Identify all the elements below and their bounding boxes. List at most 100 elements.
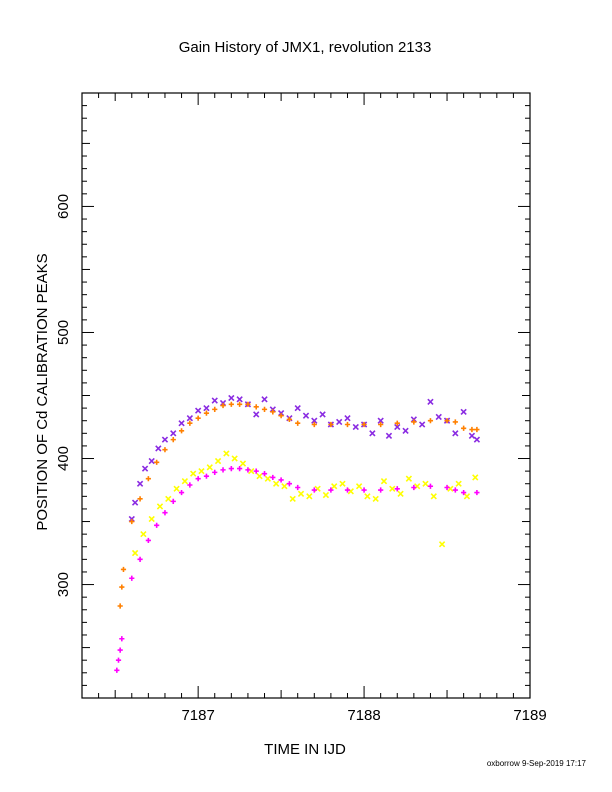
data-point: [473, 436, 481, 443]
data-point: [394, 423, 401, 431]
data-point: [336, 418, 343, 426]
data-point: [228, 401, 234, 407]
data-point: [203, 410, 210, 416]
data-point: [452, 419, 458, 425]
data-point: [162, 447, 168, 453]
data-point: [245, 401, 251, 407]
data-point: [286, 481, 293, 487]
data-point: [145, 537, 151, 544]
data-point: [461, 425, 467, 431]
data-point: [328, 421, 334, 428]
data-point: [444, 418, 450, 424]
data-point: [402, 427, 409, 434]
data-point: [427, 398, 434, 405]
data-point: [206, 464, 213, 471]
data-point: [165, 495, 172, 503]
data-point: [156, 503, 164, 510]
data-point: [115, 657, 122, 663]
data-point: [198, 467, 205, 475]
data-point: [194, 407, 202, 414]
data-point: [272, 480, 280, 487]
data-point: [236, 396, 243, 403]
data-point: [261, 396, 268, 403]
data-point: [155, 445, 162, 452]
data-point: [306, 493, 313, 500]
data-point: [438, 541, 446, 548]
y-tick-label: 500: [55, 320, 72, 345]
data-point: [385, 432, 393, 439]
x-tick-label: 7188: [347, 707, 380, 724]
data-point: [286, 416, 293, 423]
data-point: [311, 421, 317, 428]
data-point: [212, 469, 218, 475]
data-point: [162, 510, 168, 516]
data-point: [195, 415, 201, 421]
x-tick-label: 7189: [513, 707, 546, 724]
data-point: [427, 483, 434, 489]
data-point: [472, 474, 479, 481]
data-point: [203, 473, 210, 479]
data-point: [178, 428, 185, 434]
data-point: [256, 473, 263, 480]
data-point: [452, 430, 459, 437]
data-point: [140, 530, 147, 538]
data-point: [444, 484, 450, 491]
data-point: [468, 432, 476, 439]
data-point: [361, 487, 367, 493]
data-point: [430, 493, 437, 500]
data-point: [212, 406, 218, 412]
data-point: [294, 404, 301, 412]
data-point: [344, 487, 351, 493]
data-point: [211, 397, 218, 404]
data-point: [411, 484, 417, 491]
data-point: [311, 487, 317, 493]
data-point: [461, 489, 467, 496]
data-point: [418, 421, 426, 428]
data-point: [161, 436, 169, 443]
data-point: [237, 401, 243, 407]
data-point: [452, 487, 458, 493]
data-point: [190, 470, 197, 477]
series-3: [131, 450, 479, 557]
data-point: [131, 499, 139, 506]
y-tick-label: 400: [55, 446, 72, 471]
data-point: [120, 566, 127, 573]
data-point: [261, 406, 268, 412]
data-point: [117, 647, 123, 653]
data-point: [253, 404, 259, 410]
data-point: [377, 417, 384, 424]
data-point: [302, 412, 310, 419]
data-point: [405, 475, 413, 482]
data-point: [455, 480, 462, 487]
data-point: [178, 420, 185, 427]
data-point: [223, 450, 230, 457]
data-point: [170, 430, 177, 437]
data-point: [129, 518, 135, 525]
data-point: [117, 603, 123, 609]
data-point: [378, 421, 384, 428]
plot-frame: [81, 92, 531, 699]
data-point: [319, 411, 326, 418]
data-point: [469, 426, 475, 433]
data-point: [422, 480, 429, 487]
data-point: [203, 404, 210, 412]
data-point: [281, 483, 288, 490]
data-point: [427, 418, 434, 424]
data-point: [394, 486, 400, 492]
data-point: [264, 475, 272, 482]
data-point: [474, 426, 480, 433]
data-point: [137, 496, 143, 502]
data-point: [397, 490, 404, 497]
data-series: [114, 394, 481, 673]
data-point: [339, 480, 346, 487]
data-point: [311, 417, 318, 424]
data-point: [378, 487, 384, 493]
data-point: [173, 485, 180, 492]
data-point: [435, 413, 442, 421]
data-point: [460, 408, 467, 416]
data-point: [474, 489, 480, 496]
data-point: [352, 423, 359, 431]
data-point: [181, 478, 189, 485]
data-point: [119, 584, 125, 590]
data-point: [270, 409, 276, 415]
